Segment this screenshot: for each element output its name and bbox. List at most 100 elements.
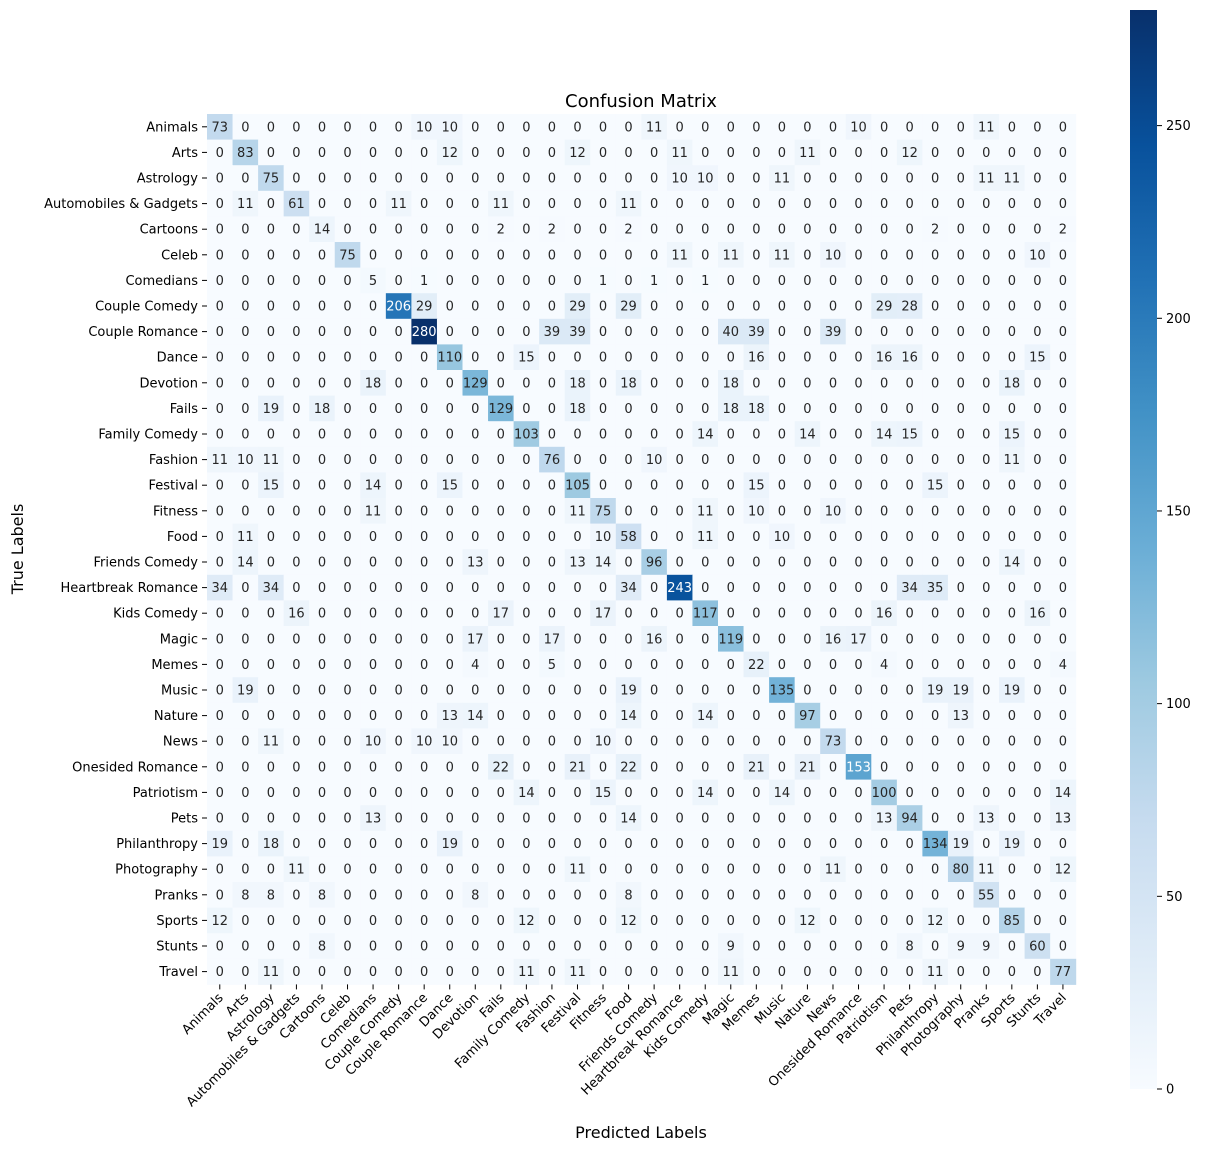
heatmap-cell xyxy=(513,907,540,934)
heatmap-cell xyxy=(411,446,438,473)
y-tick-label: News xyxy=(163,735,198,750)
cell-value-label: 0 xyxy=(650,940,658,955)
heatmap-cell xyxy=(845,344,872,371)
heatmap-cell xyxy=(283,498,310,525)
heatmap-cell xyxy=(666,677,693,704)
cell-value-label: 0 xyxy=(471,812,479,827)
heatmap-cell xyxy=(641,754,668,781)
cell-value-label: 0 xyxy=(318,581,326,596)
cell-value-label: 0 xyxy=(394,376,402,391)
cell-value-label: 0 xyxy=(880,146,888,161)
heatmap-cell xyxy=(539,344,566,371)
heatmap-cell xyxy=(794,395,821,422)
heatmap-cell xyxy=(488,216,515,243)
cell-value-label: 0 xyxy=(599,300,607,315)
cell-value-label: 0 xyxy=(343,274,351,289)
heatmap-cell xyxy=(896,907,923,934)
heatmap-cell xyxy=(309,754,336,781)
cell-value-label: 0 xyxy=(931,658,939,673)
heatmap-cell xyxy=(283,165,310,192)
cell-value-label: 0 xyxy=(522,658,530,673)
cell-value-label: 11 xyxy=(697,504,714,519)
heatmap-cell xyxy=(718,190,745,217)
heatmap-cell xyxy=(232,344,259,371)
heatmap-cell xyxy=(999,907,1026,934)
y-tick-label: Travel xyxy=(158,965,198,980)
cell-value-label: 58 xyxy=(620,530,637,545)
heatmap-cell xyxy=(973,165,1000,192)
heatmap-cell xyxy=(896,574,923,601)
cell-value-label: 0 xyxy=(624,402,632,417)
cell-value-label: 21 xyxy=(799,760,816,775)
cell-value-label: 0 xyxy=(829,172,837,187)
cell-value-label: 0 xyxy=(522,479,530,494)
cell-value-label: 0 xyxy=(599,223,607,238)
cell-value-label: 0 xyxy=(1033,453,1041,468)
heatmap-cell xyxy=(334,830,361,857)
heatmap-cell xyxy=(385,498,412,525)
cell-value-label: 0 xyxy=(624,556,632,571)
heatmap-cell xyxy=(539,882,566,909)
x-tick-label: Animals xyxy=(179,990,226,1037)
heatmap-cell xyxy=(309,882,336,909)
cell-value-label: 14 xyxy=(697,786,714,801)
heatmap-cell xyxy=(488,318,515,345)
heatmap-cell xyxy=(258,677,285,704)
cell-value-label: 0 xyxy=(854,735,862,750)
heatmap-cell xyxy=(820,549,847,576)
heatmap-cell xyxy=(794,318,821,345)
cell-value-label: 0 xyxy=(548,376,556,391)
cell-value-label: 0 xyxy=(548,914,556,929)
cell-value-label: 0 xyxy=(1033,172,1041,187)
heatmap-cell xyxy=(871,754,898,781)
cell-value-label: 0 xyxy=(522,632,530,647)
cell-value-label: 0 xyxy=(650,709,658,724)
heatmap-cell xyxy=(207,677,234,704)
cell-value-label: 0 xyxy=(752,120,760,135)
heatmap-cell xyxy=(539,523,566,550)
heatmap-cell xyxy=(947,882,974,909)
heatmap-cell xyxy=(641,498,668,525)
heatmap-cell xyxy=(283,139,310,166)
heatmap-cell xyxy=(309,907,336,934)
cell-value-label: 0 xyxy=(650,402,658,417)
heatmap-cell xyxy=(232,216,259,243)
heatmap-cell xyxy=(564,805,591,832)
heatmap-cell xyxy=(232,856,259,883)
heatmap-cell xyxy=(845,907,872,934)
cell-value-label: 0 xyxy=(880,760,888,775)
heatmap-cell xyxy=(845,190,872,217)
cell-value-label: 0 xyxy=(369,300,377,315)
heatmap-cell xyxy=(539,728,566,755)
heatmap-cell xyxy=(334,677,361,704)
heatmap-cell xyxy=(871,907,898,934)
cell-value-label: 0 xyxy=(548,581,556,596)
heatmap-cell xyxy=(360,318,387,345)
heatmap-cell xyxy=(743,805,770,832)
heatmap-cell xyxy=(1050,472,1077,499)
cell-value-label: 11 xyxy=(263,965,280,980)
heatmap-cell xyxy=(385,958,412,985)
heatmap-cell xyxy=(488,933,515,960)
cell-value-label: 0 xyxy=(497,351,505,366)
heatmap-cell xyxy=(258,472,285,499)
cell-value-label: 0 xyxy=(318,453,326,468)
heatmap-cell xyxy=(564,267,591,294)
heatmap-cell xyxy=(871,267,898,294)
heatmap-cell xyxy=(564,165,591,192)
cell-value-label: 0 xyxy=(522,325,530,340)
cell-value-label: 0 xyxy=(394,658,402,673)
cell-value-label: 0 xyxy=(548,428,556,443)
cell-value-label: 0 xyxy=(957,453,965,468)
heatmap-cell xyxy=(692,293,719,320)
cell-value-label: 0 xyxy=(752,914,760,929)
cell-value-label: 0 xyxy=(778,888,786,903)
cell-value-label: 0 xyxy=(803,940,811,955)
heatmap-cell xyxy=(641,421,668,448)
heatmap-cell xyxy=(947,549,974,576)
heatmap-cell xyxy=(896,651,923,678)
heatmap-cell xyxy=(692,446,719,473)
heatmap-cell xyxy=(973,446,1000,473)
heatmap-cell xyxy=(590,600,617,627)
